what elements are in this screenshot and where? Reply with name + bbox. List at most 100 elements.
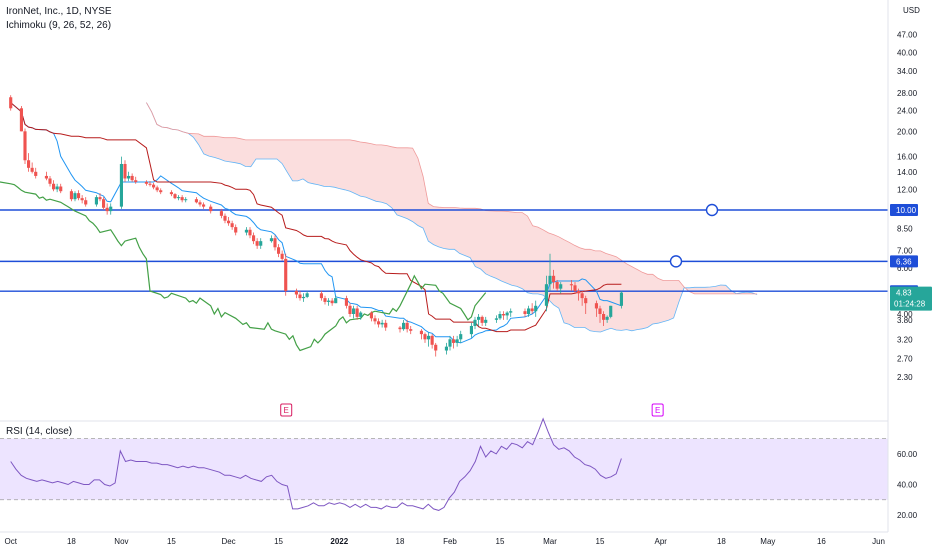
price-tick-label: 3.80 — [897, 316, 913, 325]
candle — [469, 322, 473, 338]
rsi-band — [0, 438, 888, 500]
price-tick-label: 20.00 — [897, 127, 918, 136]
horizontal-lines[interactable] — [0, 203, 888, 292]
time-tick-label: 15 — [274, 537, 283, 546]
candle — [148, 181, 152, 187]
candle — [330, 298, 334, 306]
candle — [523, 308, 527, 317]
symbol-title: IronNet, Inc., 1D, NYSE — [6, 6, 112, 17]
candle — [605, 315, 609, 323]
rsi-legend[interactable]: RSI (14, close) — [6, 426, 73, 437]
candle — [405, 319, 409, 333]
candle — [19, 106, 23, 132]
candle — [155, 185, 159, 193]
price-tick-label: 34.00 — [897, 67, 918, 76]
candle — [259, 238, 263, 249]
ichimoku-cloud — [146, 102, 758, 333]
earnings-marker[interactable]: E — [651, 403, 664, 417]
candle — [127, 171, 131, 182]
candle — [555, 279, 559, 291]
base-line — [10, 102, 622, 333]
candle — [105, 203, 109, 215]
symbol-legend[interactable]: IronNet, Inc., 1D, NYSE — [6, 6, 116, 17]
candle — [584, 295, 588, 314]
candle — [177, 195, 181, 201]
candle — [530, 303, 534, 314]
line-anchor-handle[interactable] — [669, 255, 683, 268]
candle — [98, 193, 102, 202]
candle — [448, 335, 452, 351]
lagging-span — [0, 181, 487, 352]
candle — [619, 290, 623, 309]
candle — [598, 305, 602, 323]
candle — [348, 303, 352, 317]
leading-span-a — [146, 102, 758, 333]
indicator-legend[interactable]: Ichimoku (9, 26, 52, 26) — [6, 20, 115, 31]
price-tick-label: 4.00 — [897, 310, 913, 319]
candle — [355, 305, 359, 320]
candle — [373, 315, 377, 325]
candle — [455, 335, 459, 347]
price-candles — [9, 95, 623, 357]
candle — [402, 319, 406, 331]
time-axis[interactable]: Oct 18 Nov 15 Dec 15 2022 18 Feb 15 Mar 15 Apr 18 May 1… — [0, 531, 888, 546]
candle — [219, 208, 223, 219]
svg-text:E: E — [655, 406, 660, 415]
line-anchor-handle[interactable] — [705, 203, 719, 217]
time-tick-label: 18 — [67, 537, 76, 546]
candle — [23, 128, 27, 164]
price-tick-label: 12.00 — [897, 185, 918, 194]
candle — [84, 197, 88, 207]
candle — [30, 162, 34, 174]
candle — [419, 329, 423, 340]
candle — [498, 311, 502, 320]
candle — [280, 250, 284, 261]
svg-text:10.00: 10.00 — [896, 206, 917, 215]
candle — [69, 189, 73, 202]
candle — [273, 235, 277, 251]
price-tick-label: 16.00 — [897, 153, 918, 162]
candle — [409, 325, 413, 335]
candle — [209, 204, 213, 214]
time-tick-label: Apr — [654, 537, 667, 546]
candle — [384, 319, 388, 331]
candle — [302, 293, 306, 302]
candle — [369, 311, 373, 322]
candle — [534, 300, 538, 317]
candle — [169, 190, 173, 197]
earnings-marker[interactable]: E — [280, 403, 293, 417]
candle — [55, 183, 59, 193]
candle — [73, 191, 77, 202]
price-tick-label: 2.30 — [897, 373, 913, 382]
leading-span-b — [146, 102, 758, 295]
candle — [198, 200, 202, 207]
last-price-value: 4.83 — [896, 289, 912, 298]
ichimoku-lines — [0, 102, 622, 352]
candle — [130, 173, 134, 182]
price-tick-label: 2.70 — [897, 355, 913, 364]
candle — [359, 311, 363, 320]
candle — [323, 295, 327, 305]
last-price-badge: 4.83 01:24:28 — [890, 286, 932, 311]
candle — [298, 290, 302, 301]
candle — [152, 182, 156, 190]
candle — [459, 330, 463, 343]
candle — [52, 180, 56, 192]
candle — [505, 311, 509, 320]
line-price-badge: 10.00 — [890, 204, 918, 216]
rsi-tick-label: 60.00 — [897, 450, 918, 459]
cloud-fill — [146, 102, 758, 332]
candle — [34, 167, 38, 179]
candle — [80, 195, 84, 204]
time-tick-label: 15 — [167, 537, 176, 546]
candle — [234, 224, 238, 236]
candle — [494, 315, 498, 323]
countdown-timer: 01:24:28 — [894, 300, 926, 309]
candle — [480, 315, 484, 326]
candle — [255, 238, 259, 249]
candle — [377, 318, 381, 328]
candle — [502, 311, 506, 320]
